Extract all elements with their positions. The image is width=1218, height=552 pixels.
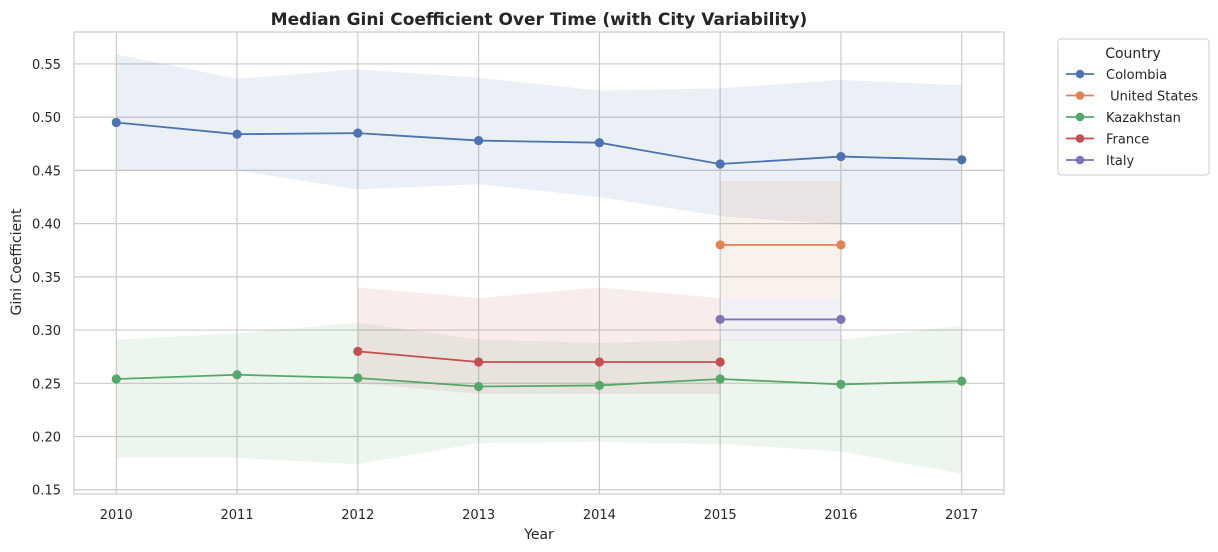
- y-tick-label: 0.55: [32, 58, 61, 73]
- plot-frame: [73, 31, 1005, 495]
- y-tick-label: 0.35: [32, 271, 61, 286]
- legend-swatch-marker: [1075, 155, 1085, 165]
- data-point: [474, 381, 484, 392]
- data-point: [111, 374, 121, 384]
- variability-bands: [116, 54, 962, 474]
- x-tick-label: 2013: [462, 508, 495, 523]
- data-point: [836, 151, 846, 162]
- legend-label: Italy: [1106, 154, 1135, 169]
- y-axis-label: Gini Coefficient: [9, 208, 25, 316]
- grid-lines: [74, 32, 1004, 494]
- data-point: [594, 357, 604, 367]
- y-tick-label: 0.45: [32, 164, 61, 179]
- data-point: [836, 379, 846, 389]
- y-tick-label: 0.50: [32, 111, 61, 126]
- data-point: [715, 374, 725, 384]
- data-point: [715, 240, 725, 250]
- chart-title: Median Gini Coefficient Over Time (with …: [271, 10, 808, 30]
- y-tick-label: 0.15: [32, 484, 61, 499]
- legend-swatch-marker: [1075, 112, 1085, 122]
- legend-title: Country: [1105, 46, 1161, 62]
- legend-label: Colombia: [1106, 68, 1167, 83]
- data-point: [232, 129, 242, 139]
- y-tick-label: 0.25: [32, 377, 61, 392]
- legend-items: Colombia United States Kazakhstan France It…: [1066, 68, 1198, 169]
- x-tick-label: 2015: [704, 508, 737, 523]
- data-point: [957, 376, 967, 386]
- x-tick-label: 2014: [583, 508, 616, 523]
- legend-label: United States: [1106, 90, 1198, 105]
- data-point: [474, 135, 484, 146]
- variability-band: [357, 287, 721, 394]
- data-point: [111, 117, 121, 128]
- data-point: [836, 240, 846, 250]
- x-tick-label: 2012: [341, 508, 374, 523]
- data-point: [957, 155, 967, 165]
- x-axis-ticks: 2010 2011 2012 2013 2014 2015 2016 2017: [100, 508, 979, 523]
- legend-swatch-marker: [1075, 134, 1085, 143]
- y-tick-label: 0.20: [32, 431, 61, 446]
- x-tick-label: 2010: [100, 508, 133, 523]
- data-point: [715, 159, 725, 169]
- y-tick-label: 0.30: [32, 324, 61, 339]
- variability-band: [116, 322, 962, 474]
- y-axis-ticks: 0.15 0.20 0.25 0.30 0.35 0.40 0.45 0.50 0.55: [32, 58, 61, 499]
- legend-label: France: [1106, 133, 1149, 148]
- series-lines: [116, 121, 962, 388]
- y-tick-label: 0.40: [32, 218, 61, 233]
- x-tick-label: 2016: [824, 508, 857, 523]
- data-point: [232, 370, 242, 380]
- x-tick-label: 2017: [945, 508, 978, 523]
- data-point: [715, 314, 725, 325]
- x-axis-label: Year: [523, 527, 554, 543]
- legend-box: [1057, 38, 1210, 176]
- variability-band: [116, 54, 962, 225]
- series-points: [111, 117, 967, 392]
- legend-swatch-marker: [1075, 91, 1085, 100]
- data-point: [594, 380, 604, 391]
- series-line: [116, 373, 962, 388]
- data-point: [836, 314, 846, 325]
- variability-band: [720, 181, 841, 299]
- legend-swatch-marker: [1075, 69, 1085, 79]
- data-point: [353, 373, 363, 383]
- data-point: [474, 357, 484, 367]
- legend: Country Colombia United States Kazakhstan…: [1057, 38, 1210, 176]
- data-point: [715, 357, 725, 367]
- series-line: [357, 350, 721, 363]
- data-point: [353, 346, 363, 356]
- data-point: [594, 138, 604, 148]
- x-tick-label: 2011: [221, 508, 254, 523]
- data-point: [353, 128, 363, 138]
- legend-label: Kazakhstan: [1106, 111, 1181, 126]
- series-line: [116, 121, 962, 165]
